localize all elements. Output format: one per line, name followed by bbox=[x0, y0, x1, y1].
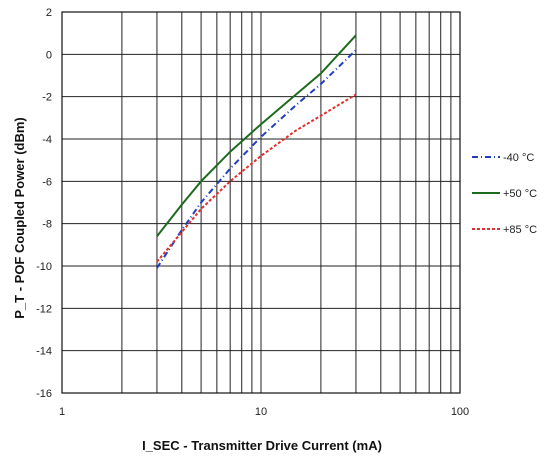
y-tick-label: -2 bbox=[42, 92, 52, 104]
x-tick-label: 1 bbox=[59, 406, 65, 418]
y-tick-label: -8 bbox=[42, 219, 52, 231]
grid-lines bbox=[62, 12, 460, 393]
legend-label-2: +85 °C bbox=[503, 224, 537, 236]
series-layer bbox=[156, 34, 357, 269]
y-axis-title: P_T - POF Coupled Power (dBm) bbox=[12, 117, 27, 319]
x-tick-labels: 1 10 100 bbox=[59, 406, 469, 418]
y-tick-label: -4 bbox=[42, 134, 52, 146]
series-line-2 bbox=[156, 93, 357, 263]
x-tick-label: 10 bbox=[255, 406, 267, 418]
y-tick-label: -16 bbox=[36, 388, 52, 400]
y-tick-label: -12 bbox=[36, 303, 52, 315]
x-tick-label: 100 bbox=[451, 406, 469, 418]
legend-label-0: -40 °C bbox=[503, 152, 534, 164]
y-tick-label: -14 bbox=[36, 346, 52, 358]
series-line-0 bbox=[156, 49, 357, 269]
y-tick-label: -6 bbox=[42, 176, 52, 188]
y-tick-label: 0 bbox=[46, 49, 52, 61]
y-tick-labels: 2 0 -2 -4 -6 -8 -10 -12 -14 -16 bbox=[36, 7, 52, 400]
x-axis-title: I_SEC - Transmitter Drive Current (mA) bbox=[142, 438, 382, 453]
legend: -40 °C +50 °C +85 °C bbox=[472, 152, 537, 236]
plot-frame bbox=[61, 11, 461, 394]
y-tick-label: 2 bbox=[46, 7, 52, 19]
y-tick-label: -10 bbox=[36, 261, 52, 273]
series-line-1 bbox=[156, 34, 357, 238]
legend-label-1: +50 °C bbox=[503, 188, 537, 200]
